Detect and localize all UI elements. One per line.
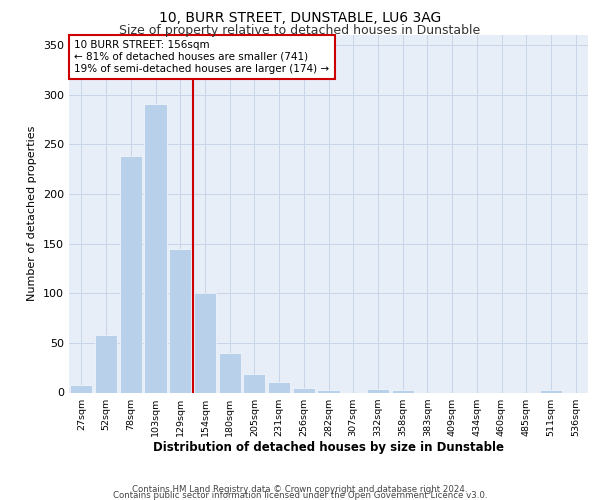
Text: Size of property relative to detached houses in Dunstable: Size of property relative to detached ho… (119, 24, 481, 37)
Bar (70, 384, 92, 392)
Bar (169, 248, 191, 392)
Bar (317, 390, 340, 392)
Bar (392, 390, 414, 392)
Bar (119, 156, 142, 392)
Bar (194, 293, 216, 392)
Bar (243, 374, 265, 392)
Bar (293, 388, 315, 392)
Text: Contains public sector information licensed under the Open Government Licence v3: Contains public sector information licen… (113, 491, 487, 500)
Text: Contains HM Land Registry data © Crown copyright and database right 2024.: Contains HM Land Registry data © Crown c… (132, 484, 468, 494)
Text: 10, BURR STREET, DUNSTABLE, LU6 3AG: 10, BURR STREET, DUNSTABLE, LU6 3AG (159, 11, 441, 25)
Text: 10 BURR STREET: 156sqm
← 81% of detached houses are smaller (741)
19% of semi-de: 10 BURR STREET: 156sqm ← 81% of detached… (74, 40, 329, 74)
Bar (268, 382, 290, 392)
Bar (367, 388, 389, 392)
Bar (95, 335, 117, 392)
Y-axis label: Number of detached properties: Number of detached properties (28, 126, 37, 302)
X-axis label: Distribution of detached houses by size in Dunstable: Distribution of detached houses by size … (153, 442, 504, 454)
Bar (145, 104, 167, 393)
Bar (540, 390, 562, 392)
Bar (218, 353, 241, 393)
